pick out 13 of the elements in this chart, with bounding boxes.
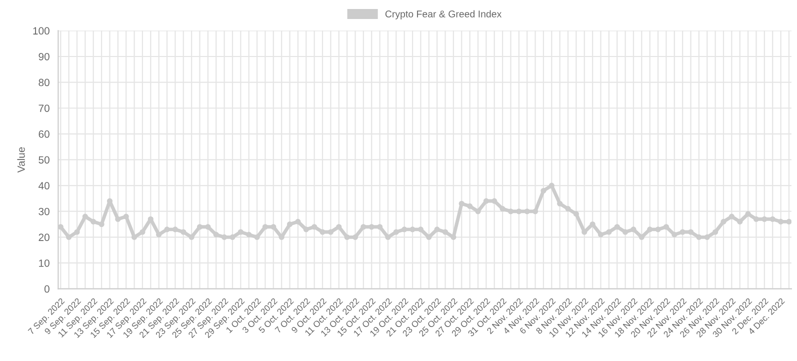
y-axis-title: Value [17,147,25,173]
legend-label: Crypto Fear & Greed Index [385,10,502,20]
y-tick-label: 10 [39,259,50,267]
y-tick-label: 40 [38,182,50,190]
y-tick-label: 20 [38,234,50,242]
y-tick-label: 30 [38,208,50,216]
y-tick-label: 70 [38,104,50,112]
y-tick-label: 60 [38,130,50,138]
y-tick-label: 90 [38,52,50,60]
y-tick-label: 100 [33,27,50,35]
y-tick-label: 0 [44,285,50,293]
y-tick-label: 80 [38,78,50,86]
y-tick-label: 50 [38,156,50,164]
